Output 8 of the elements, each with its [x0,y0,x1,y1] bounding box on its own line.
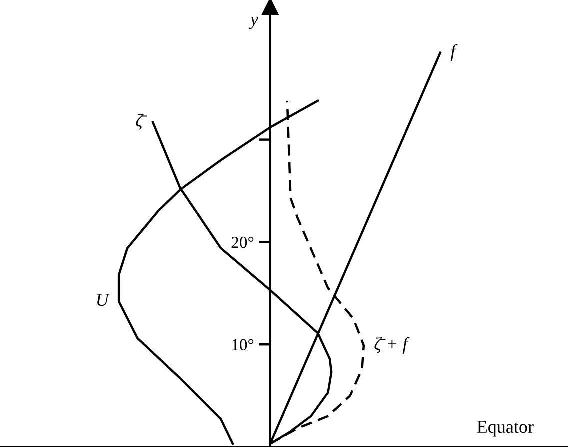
series-label: U [97,294,110,306]
series-label: f [450,44,458,62]
text: Equator [477,421,534,437]
series-label: ζ̄ [136,114,148,130]
series-label: ζ̄ + f [374,337,410,354]
y-tick-label: 10° [232,339,254,351]
y-axis-title: y [248,17,258,30]
y-tick-label: 20° [232,236,254,248]
